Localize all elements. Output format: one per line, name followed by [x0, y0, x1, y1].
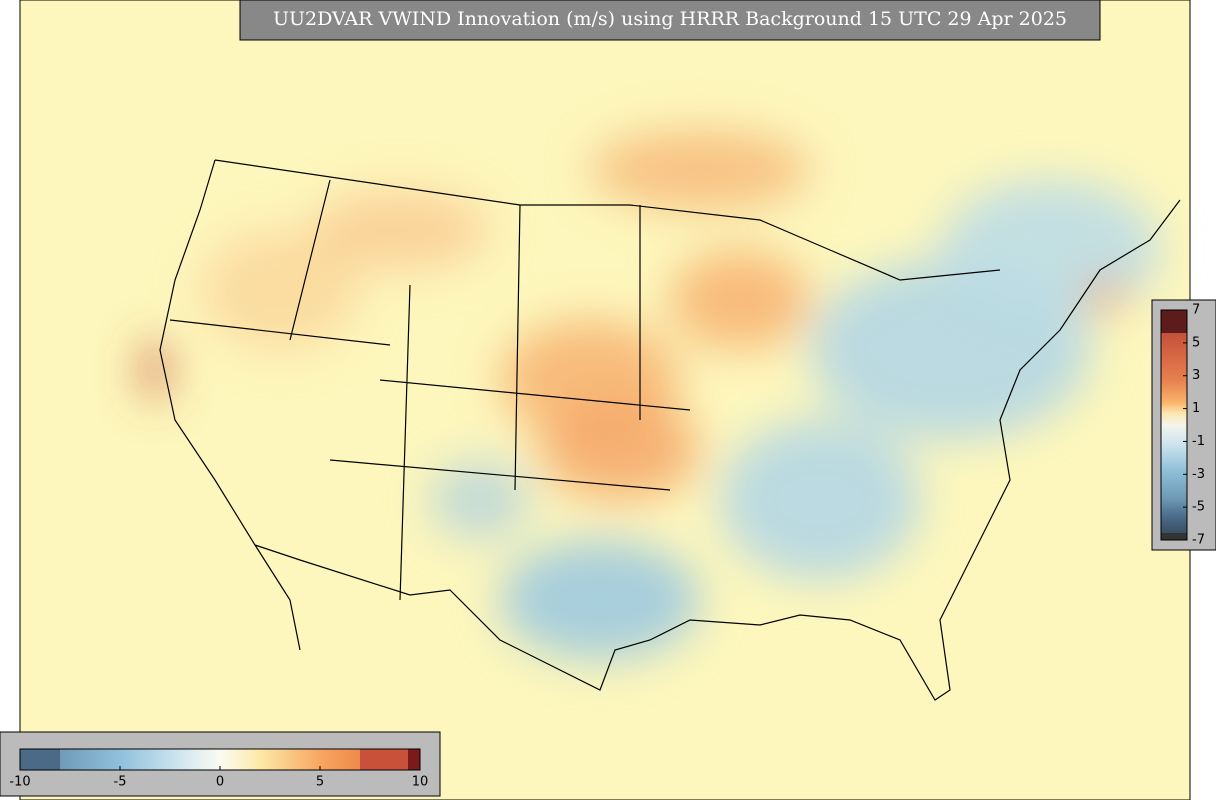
colorbar-tick-label: -5: [1192, 500, 1205, 515]
colorbar-tick-label: -1: [1192, 434, 1205, 449]
colorbar-tick-label: 5: [1192, 335, 1200, 350]
title-box: [239, 0, 1101, 41]
side-colorbar: [1160, 309, 1188, 541]
colorbar-tick-label: 7: [1192, 303, 1200, 318]
colorbar-tick-label: 3: [1192, 368, 1200, 383]
colorbar-tick-label: 10: [412, 775, 429, 790]
colorbar-tick-label: -10: [9, 775, 30, 790]
colorbar-tick-label: -5: [114, 775, 127, 790]
colorbar-tick-label: 0: [216, 775, 224, 790]
colorbar-tick-label: -3: [1192, 467, 1205, 482]
colorbar-tick-label: 5: [316, 775, 324, 790]
coastlines: [159, 159, 1181, 701]
map-title: UU2DVAR VWIND Innovation (m/s) using HRR…: [273, 8, 1067, 30]
colorbar-tick-label: -7: [1192, 533, 1205, 548]
colorbar-tick-label: 1: [1192, 401, 1200, 416]
